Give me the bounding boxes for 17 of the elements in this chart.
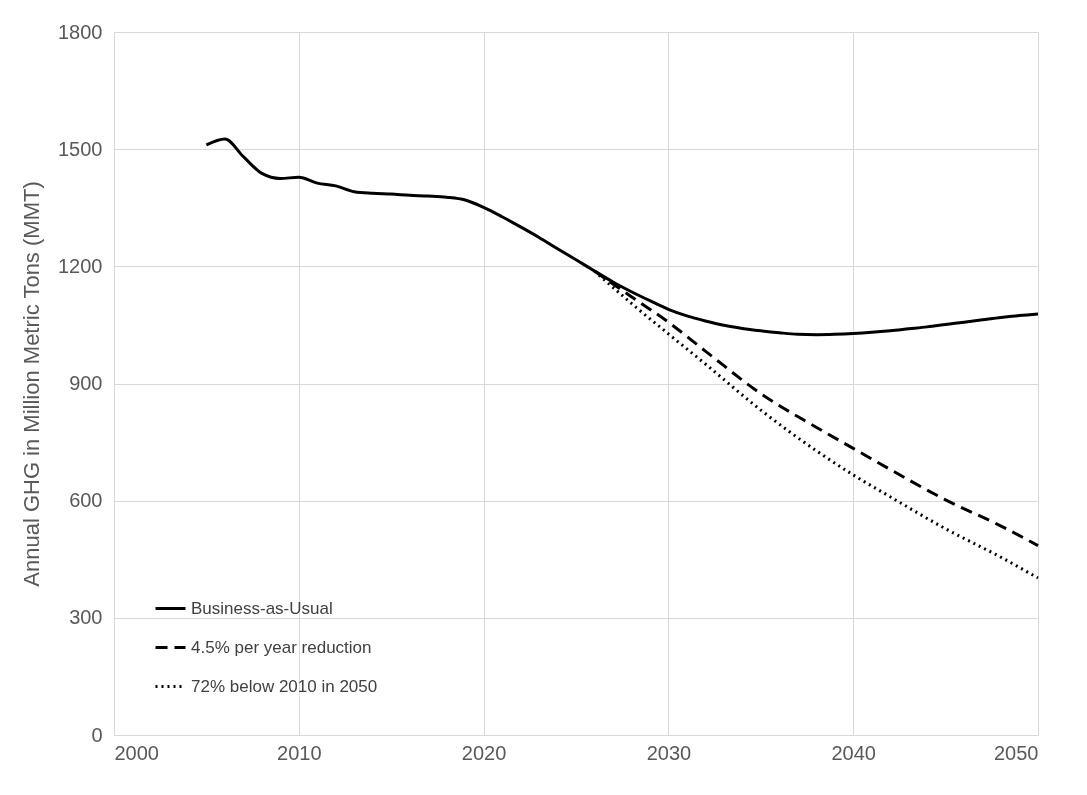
y-axis-title: Annual GHG in Million Metric Tons (MMT) <box>19 181 45 587</box>
y-tick-label: 300 <box>69 606 103 629</box>
y-tick-label: 0 <box>91 723 103 746</box>
legend-label: 4.5% per year reduction <box>191 637 372 657</box>
x-tick-label: 2040 <box>831 741 876 764</box>
y-tick-label: 1500 <box>58 137 103 160</box>
x-tick-label: 2050 <box>994 741 1039 764</box>
y-tick-label: 600 <box>69 489 103 512</box>
x-tick-label: 2030 <box>646 741 692 764</box>
legend-label: Business-as-Usual <box>191 598 333 618</box>
y-tick-label: 1800 <box>58 20 103 43</box>
y-tick-label: 900 <box>69 372 103 394</box>
legend-label: 72% below 2010 in 2050 <box>191 676 378 696</box>
x-tick-label: 2010 <box>277 741 322 764</box>
x-tick-label: 2020 <box>461 741 507 764</box>
x-tick-label: 2000 <box>114 741 159 764</box>
y-tick-label: 1200 <box>58 254 103 277</box>
